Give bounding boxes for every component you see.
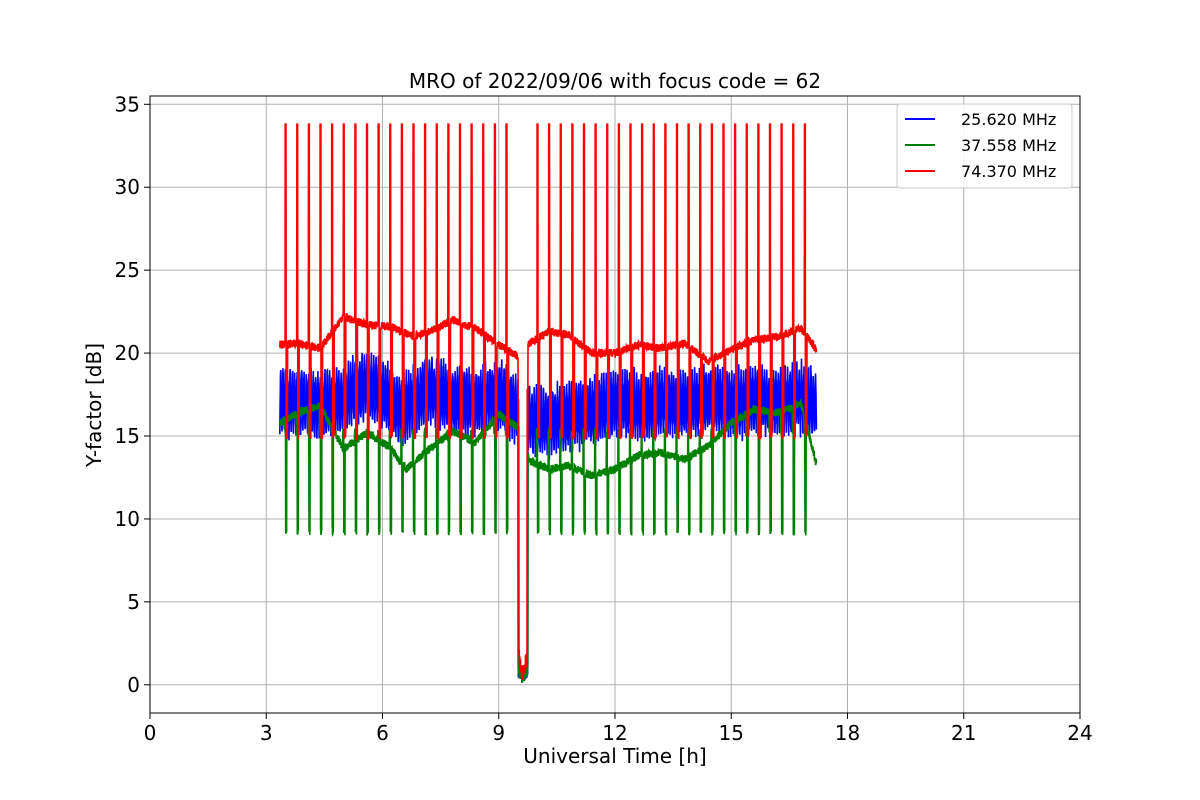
x-axis-label: Universal Time [h] <box>523 744 706 768</box>
chart-title: MRO of 2022/09/06 with focus code = 62 <box>409 69 821 93</box>
x-tick-label: 12 <box>602 721 627 745</box>
x-axis: 0 3 6 9 12 15 18 21 24 <box>144 713 1093 745</box>
x-tick-label: 3 <box>260 721 273 745</box>
x-tick-label: 9 <box>492 721 505 745</box>
legend-box <box>896 103 1073 189</box>
x-tick-label: 21 <box>951 721 976 745</box>
y-tick-label: 10 <box>115 507 140 531</box>
legend-label: 74.370 MHz <box>961 162 1056 181</box>
y-axis: 0 5 10 15 20 25 30 35 <box>115 92 150 697</box>
y-axis-label: Y-factor [dB] <box>82 343 106 468</box>
x-tick-label: 6 <box>376 721 389 745</box>
x-tick-label: 24 <box>1067 721 1092 745</box>
y-tick-label: 30 <box>115 175 140 199</box>
x-tick-label: 15 <box>719 721 744 745</box>
y-tick-label: 0 <box>127 673 140 697</box>
x-tick-label: 18 <box>835 721 860 745</box>
y-tick-label: 25 <box>115 258 140 282</box>
y-tick-label: 35 <box>115 92 140 116</box>
series-line-74370 <box>279 123 818 681</box>
y-tick-label: 20 <box>115 341 140 365</box>
y-tick-label: 5 <box>127 590 140 614</box>
x-tick-label: 0 <box>144 721 157 745</box>
legend: 25.620 MHz 37.558 MHz 74.370 MHz <box>896 103 1073 189</box>
legend-label: 25.620 MHz <box>961 110 1056 129</box>
series-layer <box>279 123 818 683</box>
legend-label: 37.558 MHz <box>961 136 1056 155</box>
y-tick-label: 15 <box>115 424 140 448</box>
